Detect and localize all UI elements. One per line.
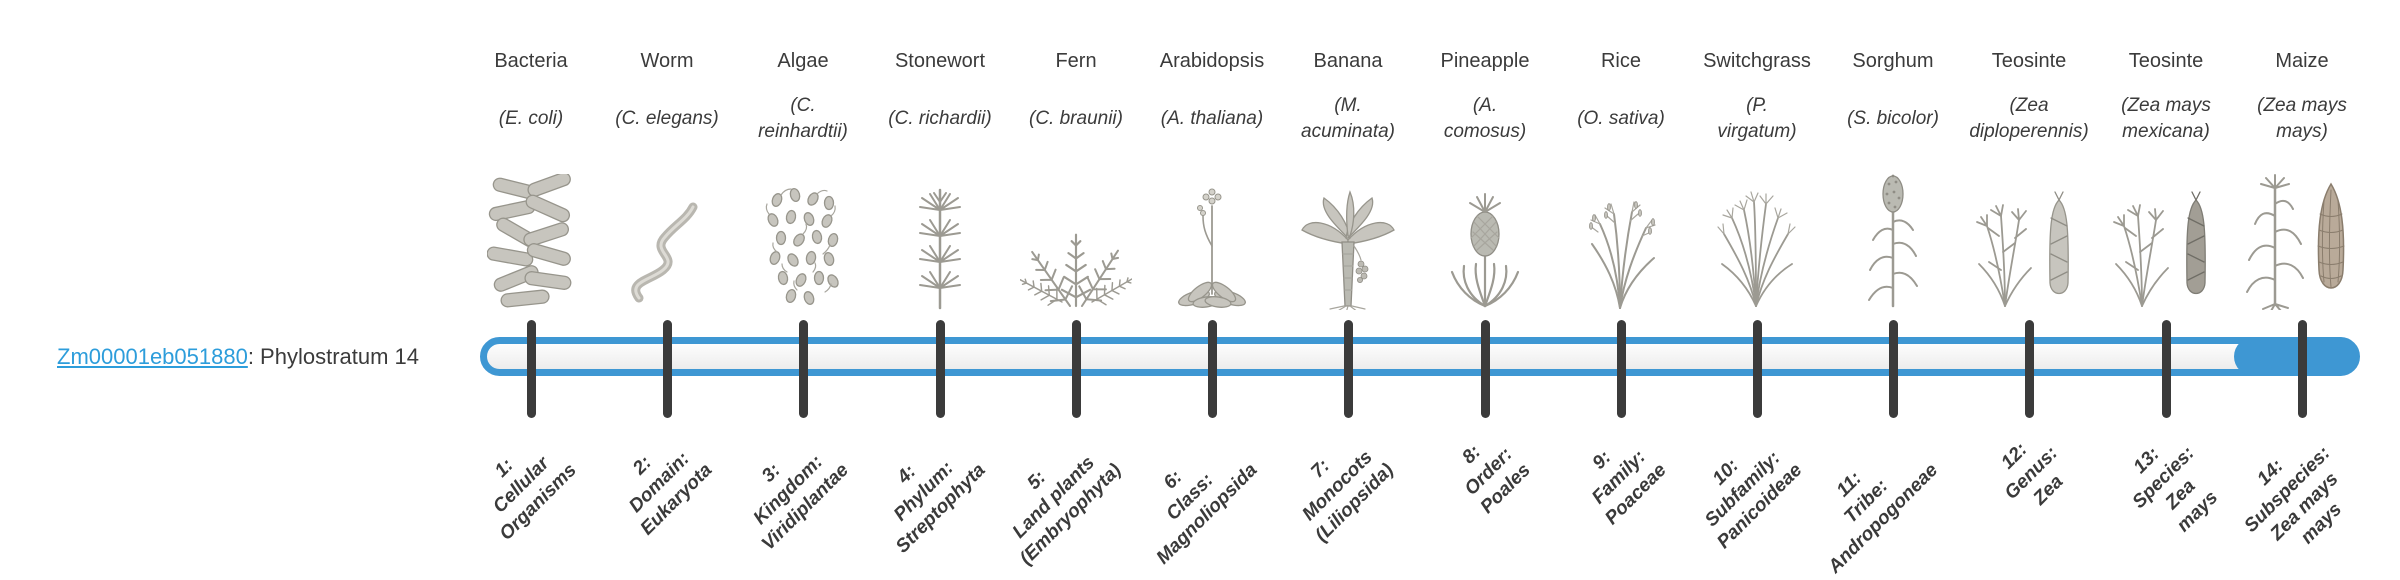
organism-species: (S. bicolor) — [1847, 108, 1939, 129]
teosinte-illustration — [2081, 162, 2251, 310]
tick-mark — [662, 320, 672, 418]
organism-name: Worm — [640, 50, 694, 72]
gene-id-link[interactable]: Zm00001eb051880 — [57, 344, 248, 369]
organism-name: Sorghum — [1852, 50, 1934, 72]
tick-mark — [1616, 320, 1626, 418]
phylostratum-label: 14: Subspecies: Zea mays mays — [2240, 442, 2347, 549]
rice-illustration — [1536, 162, 1706, 310]
pineapple-illustration — [1400, 162, 1570, 310]
organism-name: Stonewort — [894, 50, 986, 72]
tick-mark — [798, 320, 808, 418]
organism-name: Teosinte — [2128, 50, 2204, 72]
tick-mark — [2161, 320, 2171, 418]
phylostratum-label: 5: Land plants (Embryophyta) — [1008, 452, 1126, 570]
organism-species: (O. sativa) — [1577, 108, 1665, 129]
phylostratum-label: 2: Domain: Eukaryota — [625, 448, 717, 540]
teosinte-illustration — [1944, 162, 2114, 310]
phylostratum-label: 11: Tribe: Andropogoneae — [1824, 459, 1943, 578]
tick-mark — [1207, 320, 1217, 418]
tick-mark — [1888, 320, 1898, 418]
tick-mark — [2024, 320, 2034, 418]
organism-species: (A. comosus) — [1443, 95, 1527, 142]
organism-name: Algae — [777, 50, 829, 72]
arabidopsis-illustration — [1127, 162, 1297, 310]
organism-species: (E. coli) — [498, 108, 564, 129]
phylostratum-label: 4: Phylum: Streptophyta — [889, 457, 990, 558]
tick-mark — [935, 320, 945, 418]
gene-annotation: : Phylostratum 14 — [247, 344, 420, 369]
organism-name: Bacteria — [494, 50, 568, 72]
organism-species: (Zea mays mays) — [2257, 95, 2347, 142]
organism-species: (Zea mays mexicana) — [2121, 95, 2211, 142]
tick-mark — [1752, 320, 1762, 418]
worm-illustration — [582, 162, 752, 310]
phylostratum-label: 3: Kingdom: Viridiplantae — [749, 451, 853, 555]
organism-species: (C. elegans) — [615, 108, 719, 129]
organism-species: (Zea diploperennis) — [1969, 95, 2089, 142]
phylostratum-label: 7: Monocots (Liliopsida) — [1298, 446, 1398, 547]
organism-name: Pineapple — [1440, 50, 1530, 72]
phylostratum-bar — [480, 337, 2360, 376]
bacteria-illustration — [446, 162, 616, 310]
organism-species: (C. reinhardtii) — [758, 95, 848, 142]
organism-species: (A. thaliana) — [1160, 108, 1264, 129]
tick-mark — [526, 320, 536, 418]
phylostratum-14-highlight — [2234, 337, 2358, 376]
organism-name: Teosinte — [1991, 50, 2067, 72]
organism-name: Fern — [1055, 50, 1097, 72]
phylostratum-label: 12: Genus: Zea — [1996, 439, 2067, 510]
organism-name: Switchgrass — [1703, 50, 1811, 72]
tick-mark — [2297, 320, 2307, 418]
tick-mark — [1480, 320, 1490, 418]
banana-illustration — [1263, 162, 1433, 310]
tick-mark — [1071, 320, 1081, 418]
organism-name: Maize — [2275, 50, 2329, 72]
tick-mark — [1343, 320, 1353, 418]
phylostratum-label: 9: Family: Poaceae — [1587, 446, 1671, 530]
phylostratum-label: 10: Subfamily: Panicoideae — [1701, 447, 1807, 553]
organism-species: (C. braunii) — [1029, 108, 1123, 129]
maize-illustration — [2217, 162, 2387, 310]
phylostratum-label: 13: Species: Zea mays — [2128, 442, 2223, 537]
organism-species: (M. acuminata) — [1301, 95, 1395, 142]
gene-label: Zm00001eb051880: Phylostratum 14 — [57, 344, 419, 370]
organism-species: (P. virgatum) — [1717, 95, 1797, 142]
algae-illustration — [718, 162, 888, 310]
organism-species: (C. richardii) — [888, 108, 992, 129]
organism-name: Banana — [1313, 50, 1383, 72]
phylostratum-label: 8: Order: Poales — [1458, 441, 1535, 518]
organism-name: Arabidopsis — [1159, 50, 1265, 72]
sorghum-illustration — [1808, 162, 1978, 310]
organism-name: Rice — [1600, 50, 1641, 72]
phylostratum-label: 1: Cellular Organisms — [488, 453, 581, 545]
stonewort-illustration — [855, 162, 1025, 310]
phylostratum-label: 6: Class: Magnoliopsida — [1152, 459, 1262, 569]
switchgrass-illustration — [1672, 162, 1842, 310]
